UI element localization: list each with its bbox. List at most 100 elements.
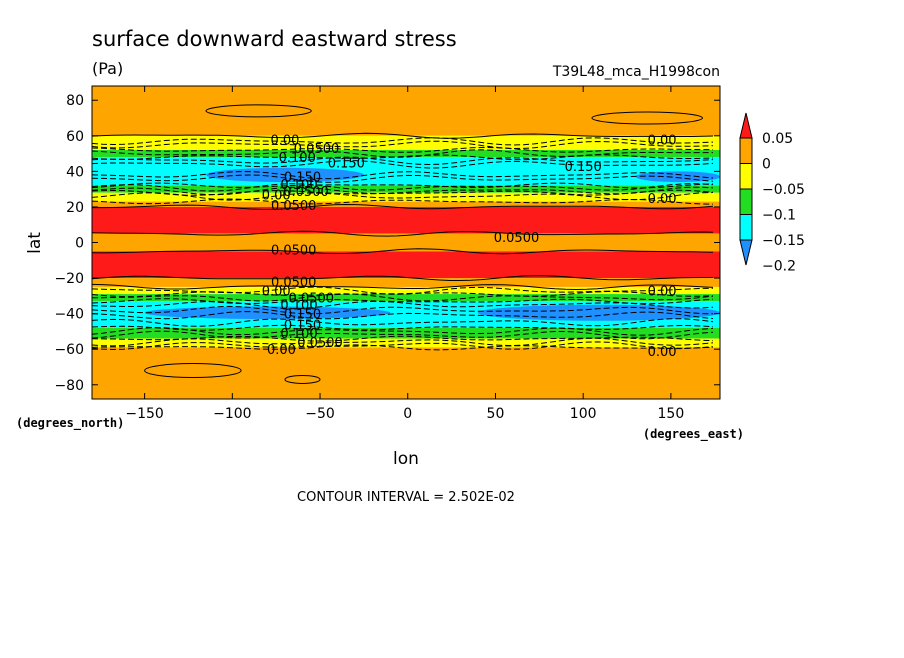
jet-contour-1-0 [92,286,714,295]
jet-contour-0-3 [92,156,714,166]
y-tick-label-0: 80 [66,93,84,109]
band-5 [92,192,720,202]
band-4 [92,185,720,193]
contour-line-0 [92,132,714,139]
x-tick-label-4: 50 [487,406,505,422]
core-3 [635,171,720,183]
closed-contours [144,104,703,384]
contour-label-15: 0.00 [262,285,291,300]
contour-label-13: 0.0500 [494,231,540,246]
contour-line-12 [92,298,714,305]
jet-contour-1-1 [92,293,714,302]
band-7 [92,206,720,234]
band-15 [92,338,720,348]
colorbar-top-arrow [739,112,753,139]
closed-contour-3 [284,374,321,384]
band-1 [92,135,720,151]
band-8 [92,233,720,252]
contour-label-21: 0.0500 [297,336,343,351]
y-axis: 80 60 40 20 0 −20 −40 −60 −80 [54,93,720,394]
contour-label-3: 0.150 [328,156,365,171]
jet-contour-0-1 [92,140,714,150]
contour-label-7: 0.0500 [283,185,329,200]
jet-contour-0-4 [92,160,714,169]
jet-contour-1-3 [92,305,714,315]
contour-line-7 [92,230,714,237]
y-tick-label-1: 60 [66,129,84,145]
x-axis-units: (degrees_east) [643,427,744,442]
y-axis-units: (degrees_north) [16,416,124,431]
contour-line-8 [92,248,714,255]
jet-contour-0-7 [92,183,714,192]
contour-line-3 [92,182,714,189]
y-tick-label-5: −20 [54,271,84,287]
y-axis-label: lat [25,232,45,254]
band-0 [92,86,720,136]
contour-line-5 [92,198,714,205]
contour-line-14 [92,335,714,342]
x-tick-label-3: 0 [403,406,412,422]
contour-line-6 [92,203,714,210]
jet-contour-1-4 [92,311,714,320]
colorbar-label-3: −0.1 [762,208,796,224]
x-axis: −150 −100 −50 0 50 100 150 [125,86,684,422]
jet-contour-1-7 [92,330,714,340]
contour-label-4: 0.150 [565,160,602,175]
jet-contour-0-9 [92,191,714,201]
band-11 [92,286,720,295]
colorbar-bottom-arrow [739,239,753,266]
contour-line-10 [92,283,714,291]
contour-label-2: 0.100 [279,151,316,166]
contour-interval: CONTOUR INTERVAL = 2.502E-02 [297,490,515,505]
colorbar-label-4: −0.15 [762,233,805,249]
contour-label-16: 0.0500 [289,292,335,307]
x-tick-label-0: −150 [125,406,163,422]
contour-line-13 [92,324,714,331]
chart-title: surface downward eastward stress [92,27,457,51]
contour-label-12: 0.0500 [271,244,317,259]
jet-contour-1-5 [92,318,714,327]
contour-label-0: 0.00 [270,133,299,148]
band-14 [92,327,720,339]
jet-contour-1-8 [92,337,714,347]
x-axis-label: lon [393,449,419,469]
band-16 [92,347,720,399]
y-tick-label-3: 20 [66,200,84,216]
contour-label-18: 0.150 [284,308,321,323]
colorbar-segment-3 [739,188,753,215]
contour-line-1 [92,146,714,153]
jet-contour-0-8 [92,186,714,196]
jet-contour-1-6 [92,327,714,336]
closed-contour-2 [144,363,242,379]
jet-contour-0-2 [92,149,713,158]
run-label: T39L48_mca_H1998con [552,64,720,80]
colorbar-label-2: −0.05 [762,182,805,198]
contour-label-11: 0.00 [648,192,677,207]
contour-label-20: 0.100 [280,327,317,342]
contour-label-1: 0.0500 [294,142,340,157]
contour-label-8: 0.00 [262,188,291,203]
contour-label-22: 0.00 [267,343,296,358]
y-tick-label-8: −80 [54,378,84,394]
x-tick-label-5: 100 [570,406,597,422]
jet-contour-0-5 [92,171,714,180]
contour-line-9 [92,275,713,281]
contour-label-6: 0.100 [280,178,317,193]
band-10 [92,278,720,287]
y-tick-label-2: 40 [66,164,84,180]
jet-contour-1-2 [92,300,714,310]
contour-label-5: 0.150 [284,171,321,186]
colorbar-label-5: −0.2 [762,259,796,275]
contour-line-2 [92,154,714,161]
band-6 [92,201,720,207]
band-9 [92,251,720,279]
colorbar-label-1: 0 [762,157,771,173]
band-2 [92,150,720,158]
contour-label-14: 0.0500 [271,276,317,291]
colorbar-segment-2 [739,163,753,190]
contour-label-19: 0.150 [284,318,321,333]
colorbar-segment-4 [739,214,753,241]
colorbar: 0.05 0 −0.05 −0.1 −0.15 −0.2 [739,112,805,275]
chart-units: (Pa) [92,59,123,78]
